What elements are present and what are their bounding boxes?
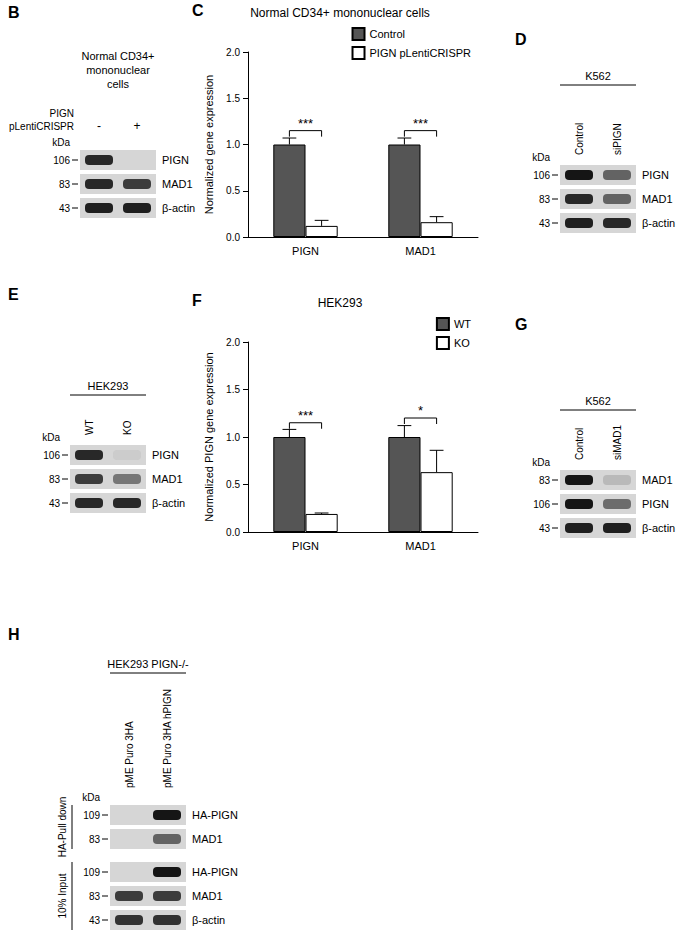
svg-text:pLentiCRISPR: pLentiCRISPR: [9, 121, 74, 132]
svg-text:106: 106: [43, 450, 60, 461]
svg-text:pME Puro 3HA hPIGN: pME Puro 3HA hPIGN: [162, 689, 173, 788]
svg-text:1.5: 1.5: [226, 93, 240, 104]
svg-text:106: 106: [533, 499, 550, 510]
svg-text:***: ***: [298, 116, 313, 131]
svg-text:*: *: [418, 403, 423, 418]
svg-text:C: C: [192, 2, 204, 19]
svg-text:H: H: [8, 626, 20, 643]
svg-text:1.5: 1.5: [226, 384, 240, 395]
svg-text:Control: Control: [574, 428, 585, 460]
svg-text:MAD1: MAD1: [192, 833, 223, 845]
svg-text:PIGN: PIGN: [642, 169, 669, 181]
svg-text:43: 43: [89, 915, 101, 926]
svg-text:G: G: [515, 316, 527, 333]
svg-text:β-actin: β-actin: [192, 914, 225, 926]
svg-text:0.5: 0.5: [226, 185, 240, 196]
svg-text:MAD1: MAD1: [162, 178, 193, 190]
svg-text:HEK293: HEK293: [318, 296, 363, 310]
svg-text:+: +: [133, 119, 140, 133]
svg-text:83: 83: [49, 474, 61, 485]
svg-text:KO: KO: [454, 337, 470, 349]
svg-text:siMAD1: siMAD1: [612, 425, 623, 460]
svg-text:-: -: [97, 119, 101, 133]
svg-text:β-actin: β-actin: [642, 522, 675, 534]
svg-text:HEK293 PIGN-/-: HEK293 PIGN-/-: [107, 658, 189, 670]
svg-text:109: 109: [83, 867, 100, 878]
svg-text:83: 83: [89, 834, 101, 845]
svg-text:HA-Pull down: HA-Pull down: [57, 797, 68, 858]
svg-text:β-actin: β-actin: [642, 217, 675, 229]
svg-text:kDa: kDa: [532, 152, 550, 163]
svg-text:β-actin: β-actin: [162, 202, 195, 214]
svg-text:106: 106: [53, 155, 70, 166]
svg-text:83: 83: [59, 179, 71, 190]
svg-text:***: ***: [298, 408, 313, 423]
svg-text:PIGN: PIGN: [292, 245, 319, 257]
svg-text:pME Puro 3HA: pME Puro 3HA: [124, 721, 135, 788]
svg-text:PIGN: PIGN: [152, 449, 179, 461]
svg-text:***: ***: [413, 116, 428, 131]
svg-text:MAD1: MAD1: [405, 245, 436, 257]
svg-text:mononuclear: mononuclear: [86, 64, 150, 76]
svg-text:WT: WT: [84, 419, 95, 435]
svg-text:1.0: 1.0: [226, 139, 240, 150]
svg-text:PIGN: PIGN: [642, 498, 669, 510]
svg-text:K562: K562: [585, 70, 611, 82]
svg-text:83: 83: [539, 194, 551, 205]
svg-text:0.5: 0.5: [226, 479, 240, 490]
svg-text:F: F: [192, 292, 202, 309]
svg-text:2.0: 2.0: [226, 337, 240, 348]
svg-text:43: 43: [59, 203, 71, 214]
svg-text:Normalized PIGN gene expressio: Normalized PIGN gene expression: [203, 352, 215, 521]
svg-text:10% Input: 10% Input: [57, 873, 68, 918]
svg-text:cells: cells: [107, 78, 130, 90]
svg-text:WT: WT: [454, 318, 471, 330]
svg-text:PIGN: PIGN: [292, 540, 319, 552]
svg-text:43: 43: [49, 498, 61, 509]
svg-text:Control: Control: [370, 28, 405, 40]
svg-text:PIGN: PIGN: [162, 154, 189, 166]
svg-text:43: 43: [539, 218, 551, 229]
svg-text:43: 43: [539, 523, 551, 534]
svg-text:106: 106: [533, 170, 550, 181]
svg-text:B: B: [8, 4, 20, 21]
svg-text:β-actin: β-actin: [152, 497, 185, 509]
svg-text:109: 109: [83, 810, 100, 821]
svg-text:siPIGN: siPIGN: [612, 123, 623, 155]
svg-text:K562: K562: [585, 395, 611, 407]
svg-text:HEK293: HEK293: [88, 380, 129, 392]
svg-text:Normal CD34+ mononuclear cells: Normal CD34+ mononuclear cells: [250, 6, 430, 20]
svg-text:D: D: [515, 31, 527, 48]
svg-text:KO: KO: [122, 420, 133, 435]
svg-text:kDa: kDa: [82, 792, 100, 803]
svg-text:83: 83: [89, 891, 101, 902]
svg-text:Normal CD34+: Normal CD34+: [81, 50, 154, 62]
svg-text:MAD1: MAD1: [642, 193, 673, 205]
svg-text:HA-PIGN: HA-PIGN: [192, 866, 238, 878]
svg-text:0.0: 0.0: [226, 527, 240, 538]
svg-text:HA-PIGN: HA-PIGN: [192, 809, 238, 821]
svg-text:Control: Control: [574, 123, 585, 155]
svg-text:0.0: 0.0: [226, 232, 240, 243]
svg-text:MAD1: MAD1: [405, 540, 436, 552]
svg-text:83: 83: [539, 475, 551, 486]
svg-text:Normalized gene expression: Normalized gene expression: [203, 75, 215, 214]
svg-text:E: E: [8, 286, 19, 303]
svg-text:kDa: kDa: [52, 137, 70, 148]
svg-text:kDa: kDa: [42, 432, 60, 443]
svg-text:1.0: 1.0: [226, 432, 240, 443]
svg-text:MAD1: MAD1: [192, 890, 223, 902]
svg-text:MAD1: MAD1: [152, 473, 183, 485]
svg-text:2.0: 2.0: [226, 47, 240, 58]
svg-text:PIGN: PIGN: [50, 108, 74, 119]
svg-text:kDa: kDa: [532, 457, 550, 468]
svg-text:PIGN pLentiCRISPR: PIGN pLentiCRISPR: [370, 47, 472, 59]
svg-text:MAD1: MAD1: [642, 474, 673, 486]
